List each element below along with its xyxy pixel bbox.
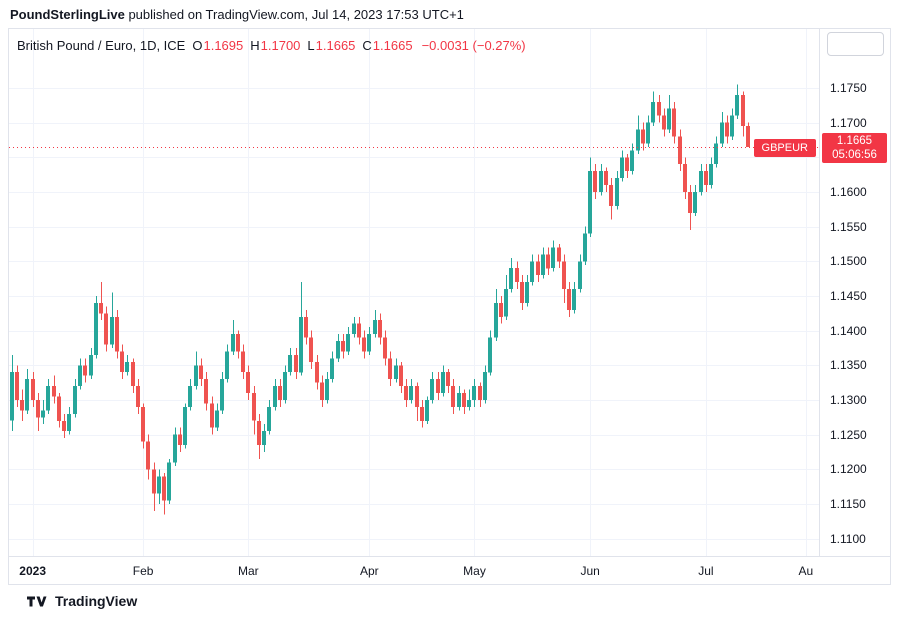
- low-value: 1.1665: [315, 38, 356, 53]
- attribution-bar: PoundSterlingLive published on TradingVi…: [0, 0, 899, 28]
- last-price-value: 1.1665: [836, 134, 873, 147]
- price-axis-label: 1.1450: [830, 288, 867, 303]
- symbol-title[interactable]: British Pound / Euro, 1D, ICE: [17, 38, 186, 53]
- time-axis-label: Au: [798, 564, 814, 578]
- price-axis-label: 1.1100: [830, 531, 866, 546]
- price-axis-label: 1.1550: [830, 219, 867, 234]
- close-value: 1.1665: [372, 38, 413, 53]
- price-axis-label: 1.1400: [830, 323, 867, 338]
- plot-area[interactable]: British Pound / Euro, 1D, ICE O1.1695 H1.1…: [9, 29, 819, 556]
- last-price-badge: 1.1665 05:06:56: [822, 132, 887, 163]
- attribution-text: published on TradingView.com, Jul 14, 20…: [124, 7, 464, 22]
- price-axis-label: 1.1500: [830, 254, 867, 269]
- high-label: H: [250, 38, 260, 53]
- chart-legend: British Pound / Euro, 1D, ICE O1.1695 H1.1…: [17, 38, 526, 53]
- time-axis-label: May: [463, 564, 486, 578]
- time-axis-label: Feb: [132, 564, 154, 578]
- high-value: 1.1700: [260, 38, 301, 53]
- price-axis-label: 1.1150: [830, 496, 866, 511]
- publisher-name: PoundSterlingLive: [10, 7, 125, 22]
- price-line-symbol-badge: GBPEUR: [753, 138, 816, 157]
- candlestick-chart: [9, 29, 819, 556]
- close-label: C: [362, 38, 372, 53]
- price-axis-label: 1.1300: [830, 392, 867, 407]
- price-axis-label: 1.1200: [830, 462, 867, 477]
- time-axis[interactable]: 2023 Feb Mar Apr May Jun Jul Au: [9, 556, 890, 584]
- price-axis-label: 1.1700: [830, 115, 867, 130]
- price-axis-label: 1.1750: [830, 80, 867, 95]
- change-value: −0.0031 (−0.27%): [421, 38, 526, 53]
- time-axis-label: Mar: [237, 564, 259, 578]
- price-axis[interactable]: 1.1665 05:06:56 1.1750 1.1700 1.1600 1.1550…: [819, 29, 890, 556]
- time-axis-label: Jul: [698, 564, 714, 578]
- open-value: 1.1695: [203, 38, 244, 53]
- price-axis-label: 1.1600: [830, 184, 867, 199]
- open-label: O: [192, 38, 203, 53]
- top-right-placeholder-button[interactable]: [827, 32, 884, 56]
- time-axis-label: Apr: [359, 564, 379, 578]
- low-label: L: [307, 38, 315, 53]
- footer-bar: TradingView: [0, 585, 899, 617]
- time-axis-label: Jun: [580, 564, 600, 578]
- price-axis-label: 1.1250: [830, 427, 867, 442]
- time-axis-label: 2023: [19, 564, 47, 578]
- chart-frame: British Pound / Euro, 1D, ICE O1.1695 H1.1…: [8, 28, 891, 585]
- countdown-timer: 05:06:56: [832, 148, 877, 161]
- price-axis-label: 1.1350: [830, 358, 867, 373]
- tradingview-logo-icon: [27, 595, 47, 608]
- tradingview-brand-link[interactable]: TradingView: [55, 593, 138, 609]
